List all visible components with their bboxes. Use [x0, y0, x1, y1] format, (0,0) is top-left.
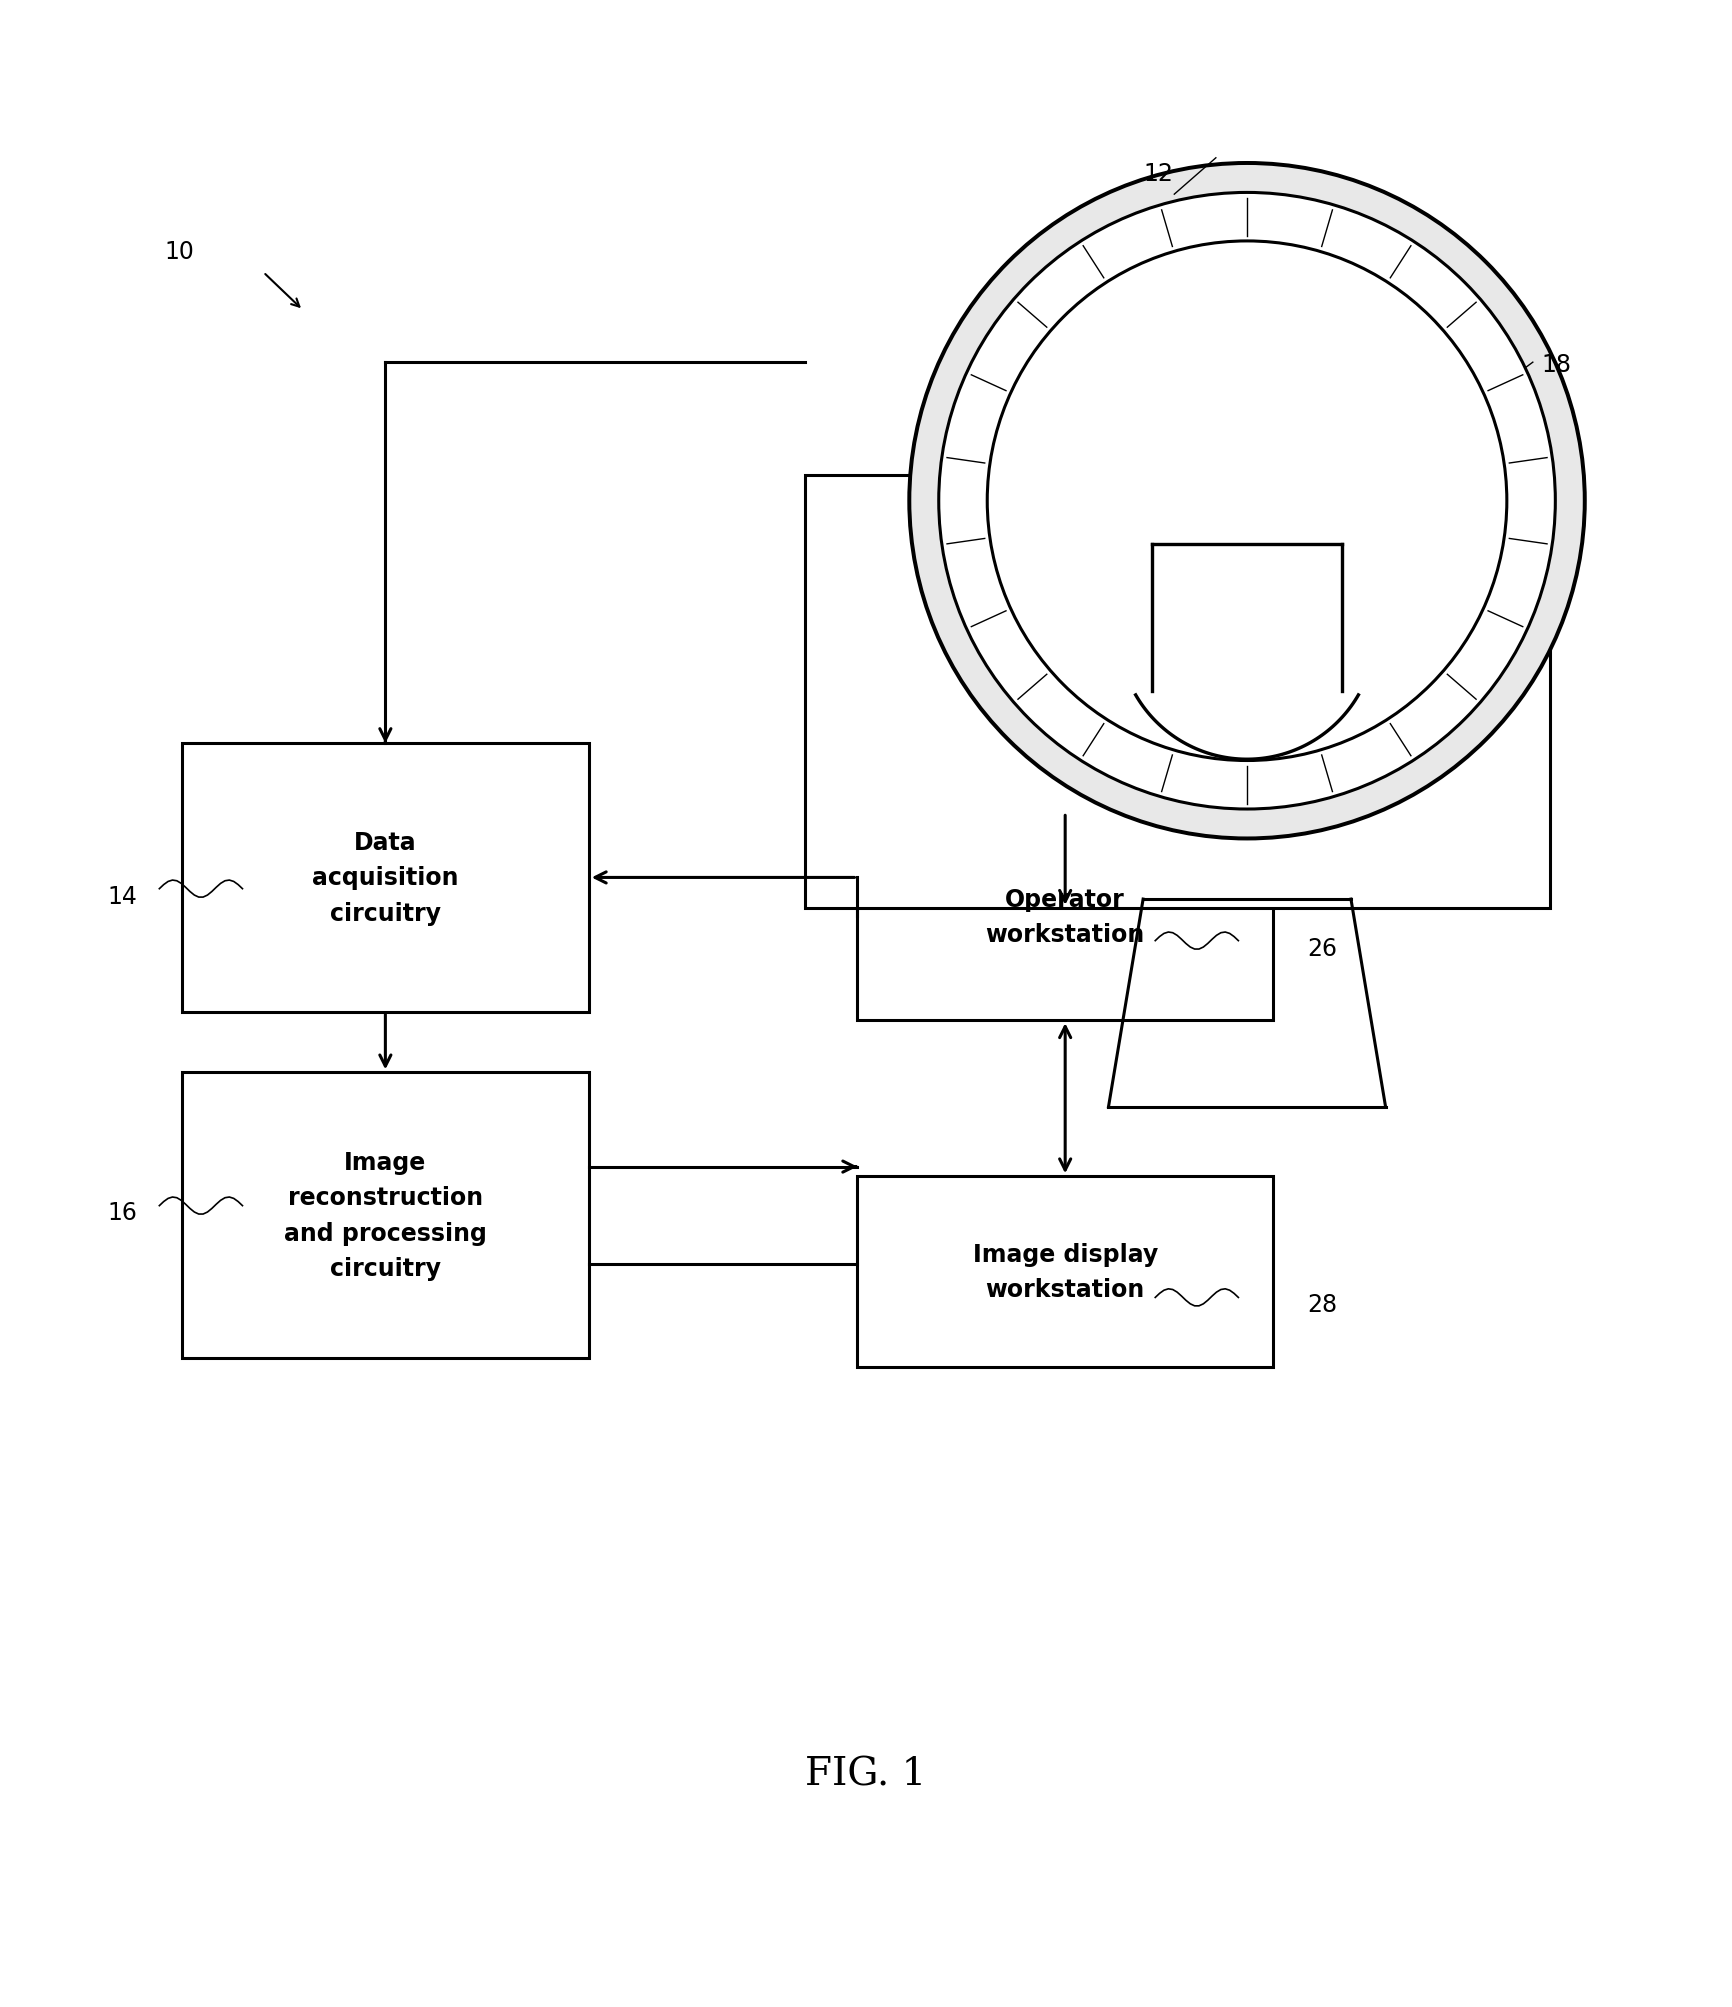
Text: 28: 28 [1308, 1293, 1337, 1317]
Text: Image display
workstation: Image display workstation [973, 1242, 1157, 1301]
Text: 10: 10 [165, 241, 194, 265]
Text: 16: 16 [107, 1200, 137, 1224]
Bar [805, 476, 1550, 909]
Bar [857, 813, 1273, 1022]
Circle shape [939, 193, 1555, 809]
Circle shape [987, 241, 1507, 761]
Circle shape [909, 165, 1585, 839]
Text: FIG. 1: FIG. 1 [805, 1756, 927, 1792]
Bar [857, 1176, 1273, 1367]
Text: Data
acquisition
circuitry: Data acquisition circuitry [312, 831, 459, 925]
Text: Operator
workstation: Operator workstation [986, 887, 1145, 947]
Bar [182, 1074, 589, 1359]
Text: 12: 12 [1143, 163, 1173, 187]
Bar [182, 745, 589, 1012]
Text: 18: 18 [1541, 353, 1571, 377]
Text: 14: 14 [107, 885, 137, 907]
Text: 26: 26 [1308, 935, 1337, 959]
Text: Image
reconstruction
and processing
circuitry: Image reconstruction and processing circ… [284, 1150, 487, 1280]
